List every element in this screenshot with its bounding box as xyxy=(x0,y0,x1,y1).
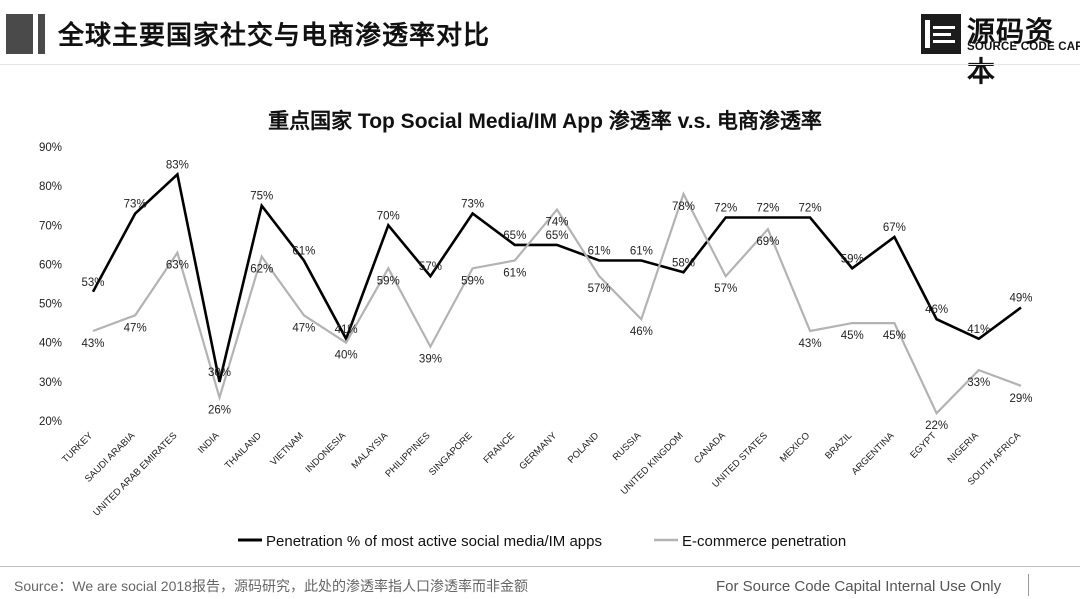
ecommerce-data-label: 47% xyxy=(124,322,147,334)
y-axis: 20% 30% 40% 50% 60% 70% 80% 90% xyxy=(39,142,62,428)
ecommerce-data-label: 74% xyxy=(545,217,568,229)
series-lines xyxy=(91,171,1022,416)
social-penetration-line xyxy=(91,171,1022,383)
ecommerce-data-label: 22% xyxy=(925,420,948,432)
social-data-label: 75% xyxy=(250,191,273,203)
social-data-label: 57% xyxy=(419,261,442,273)
chart-title: 重点国家 Top Social Media/IM App 渗透率 v.s. 电商… xyxy=(268,109,822,133)
social-data-label: 30% xyxy=(208,367,231,379)
social-data-label: 72% xyxy=(756,202,779,214)
social-data-label: 83% xyxy=(166,159,189,171)
x-tick-label: NIGERIA xyxy=(946,430,982,466)
social-data-label: 61% xyxy=(292,246,315,258)
y-tick-label: 80% xyxy=(39,181,62,193)
x-tick-label: UNITED ARAB EMIRATES xyxy=(91,430,179,518)
y-tick-label: 90% xyxy=(39,142,62,154)
y-tick-label: 20% xyxy=(39,416,62,428)
x-tick-label: INDIA xyxy=(196,430,222,456)
ecommerce-data-label: 61% xyxy=(503,268,526,280)
social-data-label: 53% xyxy=(81,277,104,289)
social-data-label: 49% xyxy=(1009,292,1032,304)
social-data-label: 65% xyxy=(545,230,568,242)
legend: Penetration % of most active social medi… xyxy=(238,533,846,550)
x-tick-label: EGYPT xyxy=(908,430,939,461)
x-tick-label: MALAYSIA xyxy=(349,430,390,471)
social-data-label: 73% xyxy=(124,199,147,211)
ecommerce-data-label: 63% xyxy=(166,260,189,272)
ecommerce-data-label: 40% xyxy=(335,350,358,362)
x-tick-label: FRANCE xyxy=(482,430,517,465)
y-tick-label: 50% xyxy=(39,299,62,311)
y-tick-label: 30% xyxy=(39,377,62,389)
social-data-label: 41% xyxy=(335,324,358,336)
company-logo: 源码资本 SOURCE CODE CAPITAL xyxy=(921,14,1080,88)
x-tick-label: ARGENTINA xyxy=(850,430,897,477)
x-tick-label: PHILIPPINES xyxy=(383,430,432,479)
ecommerce-data-label: 57% xyxy=(714,283,737,295)
ecommerce-data-label: 43% xyxy=(81,338,104,350)
ecommerce-data-label: 59% xyxy=(461,275,484,287)
ecommerce-data-label: 29% xyxy=(1009,393,1032,405)
social-data-label: 70% xyxy=(377,210,400,222)
line-chart: 重点国家 Top Social Media/IM App 渗透率 v.s. 电商… xyxy=(39,109,1033,550)
x-tick-label: BRAZIL xyxy=(823,430,854,461)
x-tick-label: TURKEY xyxy=(60,430,95,465)
legend-label: Penetration % of most active social medi… xyxy=(266,533,602,550)
x-tick-label: MEXICO xyxy=(778,430,812,464)
social-data-label: 58% xyxy=(672,257,695,269)
ecommerce-data-label: 39% xyxy=(419,354,442,366)
ecommerce-data-label: 46% xyxy=(630,326,653,338)
legend-label: E-commerce penetration xyxy=(682,533,846,550)
social-data-label: 73% xyxy=(461,199,484,211)
social-data-label: 72% xyxy=(714,202,737,214)
source-note: Source：We are social 2018报告，源码研究，此处的渗透率指… xyxy=(14,578,528,594)
ecommerce-data-label: 62% xyxy=(250,264,273,276)
ecommerce-data-label: 78% xyxy=(672,201,695,213)
page-title: 全球主要国家社交与电商渗透率对比 xyxy=(58,21,491,51)
social-data-label: 67% xyxy=(883,222,906,234)
ecommerce-data-label: 59% xyxy=(377,275,400,287)
x-tick-label: GERMANY xyxy=(517,430,559,472)
ecommerce-data-label: 45% xyxy=(883,330,906,342)
internal-use-note: For Source Code Capital Internal Use Onl… xyxy=(716,578,1002,595)
social-data-label: 61% xyxy=(588,246,611,258)
ecommerce-data-label: 43% xyxy=(799,338,822,350)
social-data-label: 46% xyxy=(925,304,948,316)
ecommerce-data-label: 47% xyxy=(292,322,315,334)
y-tick-label: 60% xyxy=(39,259,62,271)
ecommerce-data-label: 69% xyxy=(756,236,779,248)
footer-divider xyxy=(0,566,1080,567)
x-tick-label: RUSSIA xyxy=(611,430,644,463)
ecommerce-data-label: 45% xyxy=(841,330,864,342)
logo-mark-icon xyxy=(921,14,961,54)
header-divider xyxy=(0,64,1080,65)
ecommerce-data-label: 33% xyxy=(967,377,990,389)
logo-name: 源码资本 xyxy=(967,15,1055,88)
data-labels: 53% 73% 83% 30% 75% 61% 41% 70% 57% 73% 65% 65% 61% 6… xyxy=(81,159,1032,432)
ecommerce-data-label: 57% xyxy=(588,283,611,295)
x-tick-label: THAILAND xyxy=(223,430,264,471)
logo-subtitle: SOURCE CODE CAPITAL xyxy=(967,41,1080,53)
y-tick-label: 40% xyxy=(39,338,62,350)
x-tick-label: SINGAPORE xyxy=(427,430,475,478)
x-tick-label: INDONESIA xyxy=(303,430,348,475)
social-data-label: 65% xyxy=(503,230,526,242)
social-data-label: 41% xyxy=(967,324,990,336)
footer-separator xyxy=(1028,574,1029,596)
social-data-label: 61% xyxy=(630,246,653,258)
x-tick-label: CANADA xyxy=(692,430,728,466)
social-data-label: 72% xyxy=(799,202,822,214)
y-tick-label: 70% xyxy=(39,220,62,232)
social-data-label: 59% xyxy=(841,253,864,265)
header-accent-bar xyxy=(6,14,46,54)
x-tick-label: POLAND xyxy=(566,430,602,466)
x-tick-label: VIETNAM xyxy=(268,430,306,468)
ecommerce-data-label: 26% xyxy=(208,405,231,417)
